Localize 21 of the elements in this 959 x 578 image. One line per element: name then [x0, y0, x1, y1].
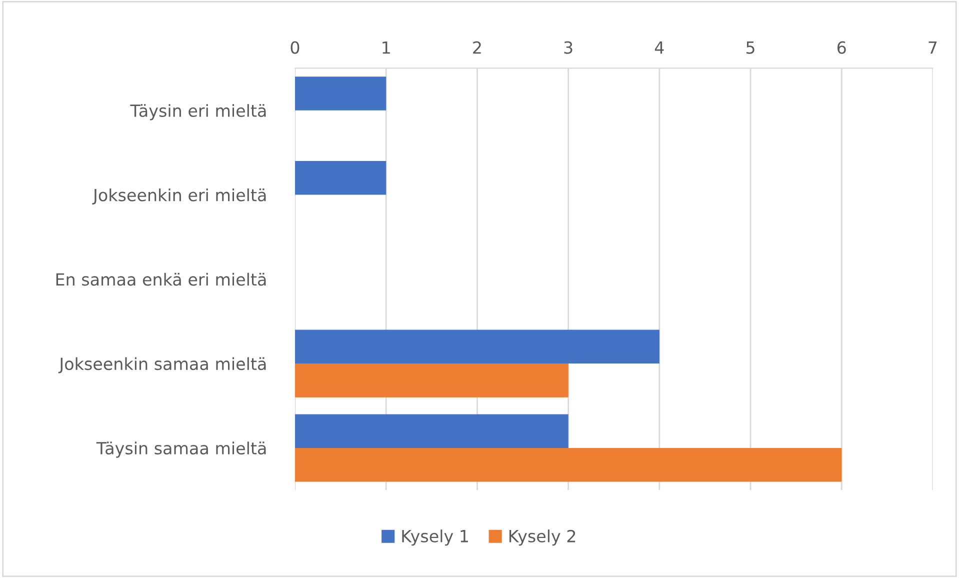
- legend-label: Kysely 2: [509, 530, 576, 546]
- y-tick-label: Täysin samaa mieltä: [96, 442, 266, 458]
- bar: [294, 414, 568, 448]
- x-tick-label: 6: [837, 41, 846, 54]
- y-tick-label: Täysin eri mieltä: [130, 104, 266, 120]
- x-tick-label: 2: [473, 41, 481, 54]
- y-tick-label: En samaa enkä eri mieltä: [56, 272, 266, 286]
- x-tick-label: 3: [564, 41, 572, 54]
- bar: [294, 448, 842, 482]
- y-tick-label: Jokseenkin samaa mieltä: [58, 357, 266, 374]
- legend-label: Kysely 1: [402, 530, 468, 546]
- x-tick-label: 5: [746, 41, 754, 54]
- bar: [294, 76, 386, 110]
- x-tick-label: 0: [290, 41, 300, 54]
- x-tick-label: 7: [928, 41, 937, 54]
- bar: [294, 161, 386, 195]
- bar: [294, 364, 568, 398]
- y-tick-label: Jokseenkin eri mieltä: [92, 188, 266, 204]
- x-tick-label: 1: [382, 41, 390, 54]
- bar: [294, 330, 660, 364]
- x-tick-label: 4: [654, 41, 664, 54]
